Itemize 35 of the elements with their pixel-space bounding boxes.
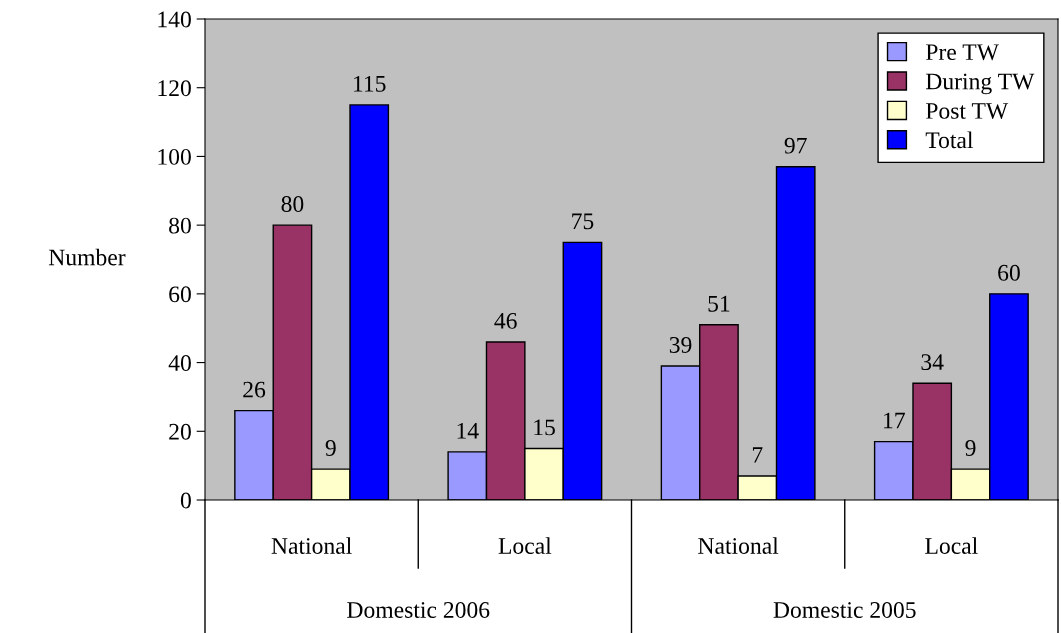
text: Domestic 2006 <box>347 601 490 618</box>
data-label: 17 <box>884 412 905 429</box>
y-tick-label: 60 <box>169 286 191 303</box>
data-label: 9 <box>965 440 976 456</box>
x-tick-label: National <box>271 537 352 554</box>
data-label: 97 <box>784 137 807 154</box>
y-axis-title: Number <box>48 248 126 266</box>
data-label: 7 <box>752 447 763 463</box>
y-tick-label: 140 <box>158 11 191 28</box>
data-label: 34 <box>921 354 944 371</box>
data-label: 60 <box>998 264 1020 281</box>
y-tick-label: 120 <box>158 80 191 97</box>
x-tick-label: Local <box>498 537 552 554</box>
x-tick-label: National <box>698 537 779 554</box>
data-label: 115 <box>354 75 386 92</box>
data-label: 39 <box>669 337 692 353</box>
data-label: 26 <box>243 381 266 398</box>
data-label: 51 <box>708 295 730 312</box>
legend-label: Pre TW <box>925 44 999 61</box>
legend-label: During TW <box>925 73 1035 95</box>
y-tick-label: 100 <box>158 148 191 165</box>
y-tick-label: 40 <box>168 355 191 371</box>
x-tick-label: Local <box>925 537 978 554</box>
legend-label: Post TW <box>925 103 1009 119</box>
legend-label: Total <box>925 131 973 149</box>
data-label: 14 <box>457 422 479 439</box>
data-label: 15 <box>534 419 555 436</box>
data-label: 75 <box>572 213 594 230</box>
text: Domestic 2005 <box>773 601 916 618</box>
data-label: 46 <box>494 312 517 329</box>
y-tick-label: 80 <box>169 217 191 234</box>
data-label: 9 <box>325 440 336 456</box>
y-tick-label: 20 <box>169 423 191 440</box>
y-tick-label: 0 <box>180 492 191 509</box>
data-label: 80 <box>281 196 304 213</box>
